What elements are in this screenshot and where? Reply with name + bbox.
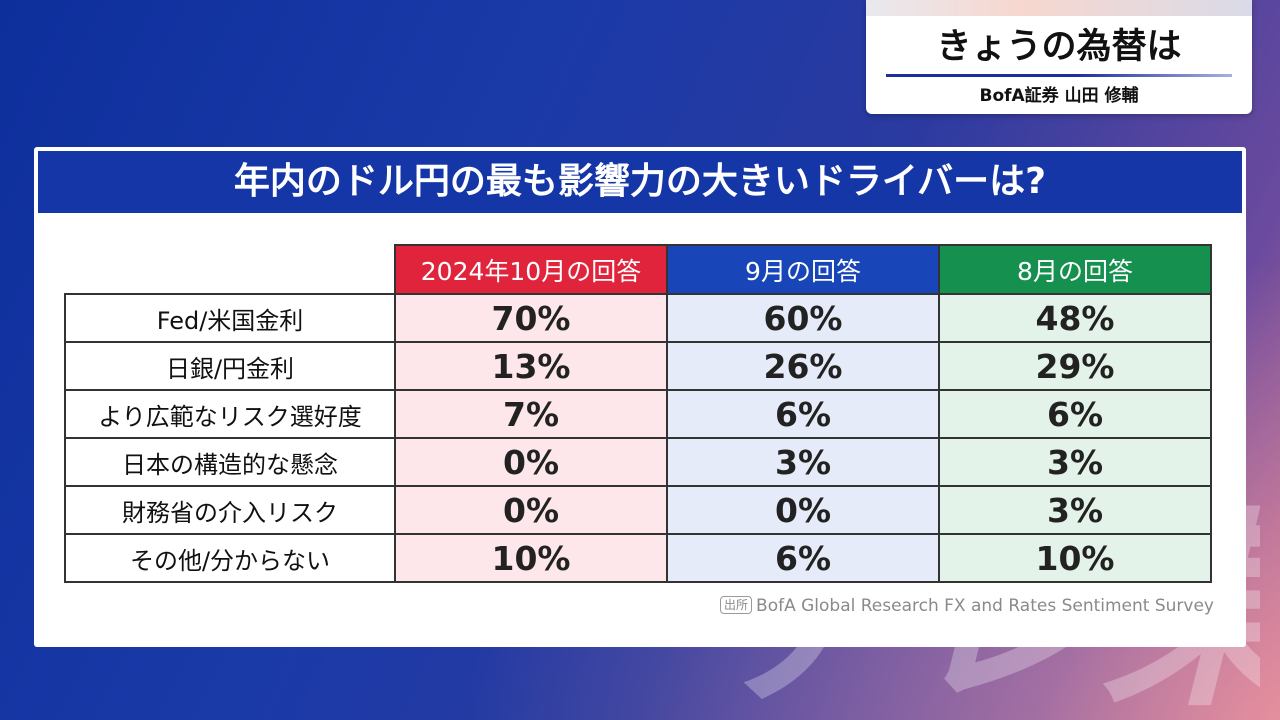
- column-header-aug: 8月の回答: [938, 244, 1212, 295]
- value-cell: 3%: [666, 437, 940, 487]
- survey-panel: 年内のドル円の最も影響力の大きいドライバーは? 2024年10月の回答 9月の回…: [34, 147, 1246, 647]
- value-cell: 6%: [938, 389, 1212, 439]
- corner-divider: [886, 74, 1232, 77]
- panel-title: 年内のドル円の最も影響力の大きいドライバーは?: [38, 151, 1242, 213]
- table-row: Fed/米国金利 70% 60% 48%: [64, 293, 1212, 343]
- value-cell: 10%: [394, 533, 668, 583]
- row-label: 日本の構造的な懸念: [64, 437, 396, 487]
- row-label: 日銀/円金利: [64, 341, 396, 391]
- corner-topbar: [866, 0, 1252, 16]
- row-label: Fed/米国金利: [64, 293, 396, 343]
- table-header-row: 2024年10月の回答 9月の回答 8月の回答: [65, 244, 1212, 295]
- speaker-caption: BofA証券 山田 修輔: [979, 86, 1139, 106]
- table-row: その他/分からない 10% 6% 10%: [64, 533, 1212, 583]
- source-tag: 出所: [720, 596, 753, 614]
- value-cell: 26%: [666, 341, 940, 391]
- value-cell: 7%: [394, 389, 668, 439]
- source-text: BofA Global Research FX and Rates Sentim…: [756, 596, 1214, 616]
- value-cell: 3%: [938, 485, 1212, 535]
- table-row: 日銀/円金利 13% 26% 29%: [64, 341, 1212, 391]
- table-row: 日本の構造的な懸念 0% 3% 3%: [64, 437, 1212, 487]
- row-label: その他/分からない: [64, 533, 396, 583]
- corner-title-box: きょうの為替は BofA証券 山田 修輔: [866, 0, 1252, 114]
- value-cell: 6%: [666, 389, 940, 439]
- row-label: 財務省の介入リスク: [64, 485, 396, 535]
- value-cell: 10%: [938, 533, 1212, 583]
- survey-table: 2024年10月の回答 9月の回答 8月の回答 Fed/米国金利 70% 60%…: [64, 244, 1212, 583]
- value-cell: 29%: [938, 341, 1212, 391]
- row-label: より広範なリスク選好度: [64, 389, 396, 439]
- segment-title: きょうの為替は: [936, 27, 1182, 67]
- value-cell: 0%: [394, 485, 668, 535]
- column-header-oct: 2024年10月の回答: [394, 244, 668, 295]
- value-cell: 70%: [394, 293, 668, 343]
- value-cell: 13%: [394, 341, 668, 391]
- header-empty-cell: [65, 245, 395, 294]
- column-header-sep: 9月の回答: [666, 244, 940, 295]
- value-cell: 0%: [394, 437, 668, 487]
- value-cell: 0%: [666, 485, 940, 535]
- value-cell: 6%: [666, 533, 940, 583]
- table-row: より広範なリスク選好度 7% 6% 6%: [64, 389, 1212, 439]
- value-cell: 48%: [938, 293, 1212, 343]
- value-cell: 3%: [938, 437, 1212, 487]
- value-cell: 60%: [666, 293, 940, 343]
- table-row: 財務省の介入リスク 0% 0% 3%: [64, 485, 1212, 535]
- source-note: 出所 BofA Global Research FX and Rates Sent…: [700, 596, 1214, 620]
